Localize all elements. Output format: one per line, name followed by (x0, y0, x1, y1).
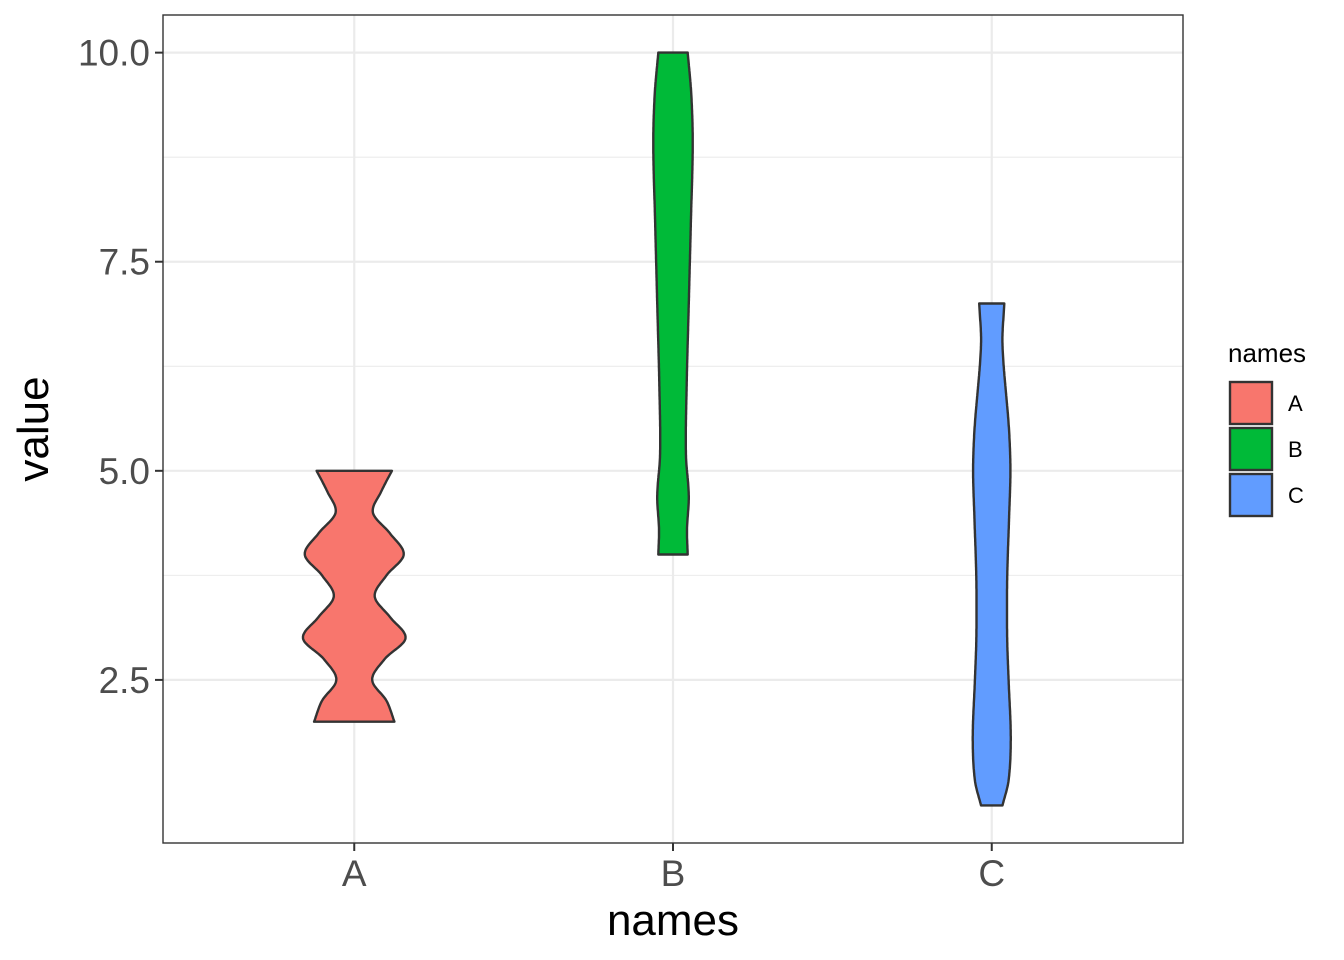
violin-c (971, 302, 1012, 807)
legend-label: C (1288, 483, 1304, 508)
y-axis-title: value (9, 376, 58, 481)
violin-a (301, 469, 407, 723)
y-tick-label: 2.5 (99, 660, 150, 701)
legend-swatch-c (1228, 472, 1274, 518)
x-tick-label: C (978, 853, 1005, 894)
x-tick-label: B (661, 853, 686, 894)
legend-label: B (1288, 437, 1303, 462)
y-tick-label: 5.0 (99, 451, 150, 492)
legend-title: names (1228, 338, 1306, 368)
x-axis-ticks: A B C (342, 843, 1005, 894)
violins (301, 51, 1012, 807)
violin-b (652, 51, 694, 556)
y-axis-ticks: 2.5 5.0 7.5 10.0 (78, 33, 163, 701)
legend: names ABC (1228, 338, 1306, 518)
legend-label: A (1288, 391, 1303, 416)
x-axis-title: names (607, 896, 739, 945)
legend-swatch-a (1228, 380, 1274, 426)
y-tick-label: 10.0 (78, 33, 150, 74)
x-tick-label: A (342, 853, 367, 894)
legend-swatch-b (1228, 426, 1274, 472)
y-tick-label: 7.5 (99, 242, 150, 283)
